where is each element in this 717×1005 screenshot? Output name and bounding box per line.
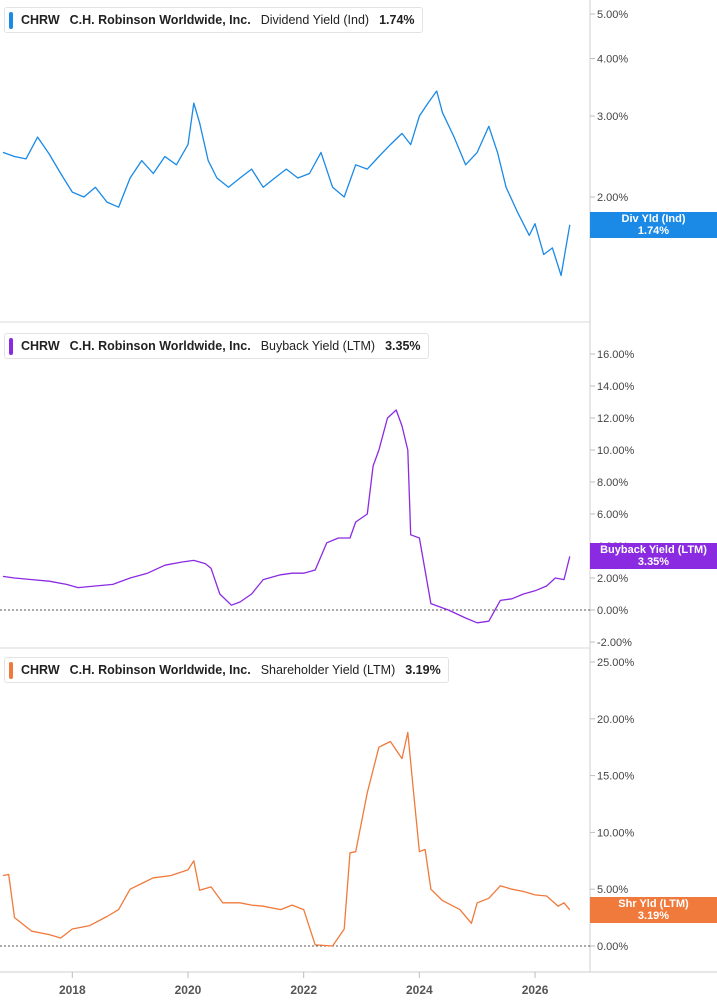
- series-color-swatch: [9, 11, 13, 29]
- series-color-swatch: [9, 661, 13, 679]
- metric-value: 3.19%: [405, 663, 441, 677]
- legend-buyback-yield[interactable]: CHRW C.H. Robinson Worldwide, Inc. Buyba…: [4, 333, 429, 359]
- series-color-swatch: [9, 337, 13, 355]
- y-tick-label: 25.00%: [597, 657, 635, 669]
- y-tick-label: 8.00%: [597, 477, 628, 489]
- last-value-tag-dividend: Div Yld (Ind) 1.74%: [590, 212, 717, 238]
- tag-label: Div Yld (Ind): [621, 213, 686, 225]
- metric-name: Buyback Yield (LTM): [260, 339, 376, 353]
- tag-value: 3.35%: [637, 556, 670, 568]
- y-tick-label: 10.00%: [597, 827, 635, 839]
- legend-shareholder-yield[interactable]: CHRW C.H. Robinson Worldwide, Inc. Share…: [4, 657, 449, 683]
- y-tick-label: 4.00%: [597, 54, 628, 66]
- last-value-tag-buyback: Buyback Yield (LTM) 3.35%: [590, 543, 717, 569]
- ticker-label: CHRW: [21, 663, 60, 677]
- y-tick-label: 0.00%: [597, 605, 628, 617]
- company-name: C.H. Robinson Worldwide, Inc.: [69, 13, 251, 27]
- ticker-label: CHRW: [21, 13, 60, 27]
- company-name: C.H. Robinson Worldwide, Inc.: [69, 663, 251, 677]
- x-tick-label: 2022: [290, 983, 317, 997]
- y-tick-label: 3.00%: [597, 111, 628, 123]
- metric-name: Dividend Yield (Ind): [260, 13, 370, 27]
- y-tick-label: 12.00%: [597, 413, 635, 425]
- y-tick-label: 16.00%: [597, 349, 635, 361]
- ticker-label: CHRW: [21, 339, 60, 353]
- y-tick-label: -2.00%: [597, 637, 632, 649]
- x-tick-label: 2026: [522, 983, 549, 997]
- metric-name: Shareholder Yield (LTM): [260, 663, 396, 677]
- metric-value: 3.35%: [385, 339, 421, 353]
- metric-value: 1.74%: [379, 13, 415, 27]
- y-tick-label: 5.00%: [597, 884, 628, 896]
- series-line: [2, 409, 571, 624]
- tag-value: 1.74%: [637, 225, 670, 237]
- y-tick-label: 2.00%: [597, 192, 628, 204]
- x-tick-label: 2018: [59, 983, 86, 997]
- legend-dividend-yield[interactable]: CHRW C.H. Robinson Worldwide, Inc. Divid…: [4, 7, 423, 33]
- y-tick-label: 0.00%: [597, 941, 628, 953]
- company-name: C.H. Robinson Worldwide, Inc.: [69, 339, 251, 353]
- y-tick-label: 15.00%: [597, 771, 635, 783]
- tag-label: Buyback Yield (LTM): [600, 544, 707, 556]
- y-tick-label: 14.00%: [597, 381, 635, 393]
- series-line: [2, 731, 571, 947]
- y-tick-label: 6.00%: [597, 509, 628, 521]
- y-tick-label: 5.00%: [597, 9, 628, 21]
- x-tick-label: 2024: [406, 983, 433, 997]
- tag-value: 3.19%: [637, 910, 670, 922]
- y-tick-label: 20.00%: [597, 714, 635, 726]
- x-tick-label: 2020: [175, 983, 202, 997]
- last-value-tag-shareholder: Shr Yld (LTM) 3.19%: [590, 897, 717, 923]
- tag-label: Shr Yld (LTM): [618, 898, 689, 910]
- y-tick-label: 10.00%: [597, 445, 635, 457]
- series-line: [2, 90, 571, 277]
- y-tick-label: 2.00%: [597, 573, 628, 585]
